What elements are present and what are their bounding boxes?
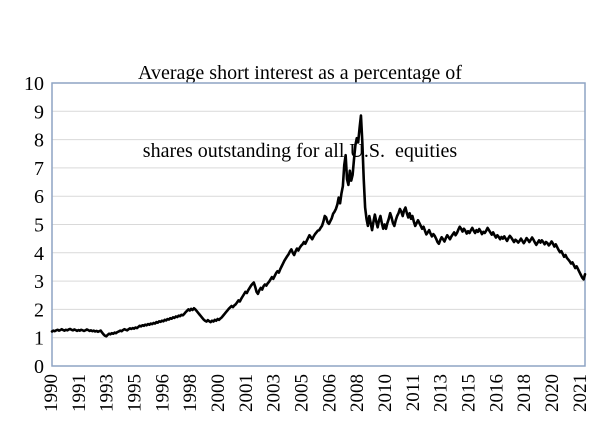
x-axis-tick-label: 1995 — [124, 374, 145, 412]
x-axis-tick-label: 2015 — [458, 374, 479, 412]
x-axis-tick-label: 2020 — [542, 374, 563, 412]
x-axis-tick-label: 1990 — [41, 374, 62, 412]
x-axis-tick-label: 2013 — [431, 374, 452, 412]
chart-title: Average short interest as a percentage o… — [0, 8, 600, 216]
short-interest-line — [50, 114, 587, 338]
x-axis-tick-label: 2016 — [486, 374, 507, 412]
x-axis-tick-label: 2008 — [347, 374, 368, 412]
y-axis-tick-label: 6 — [34, 186, 44, 208]
y-axis-tick-label: 10 — [24, 73, 44, 95]
x-axis-tick-label: 2000 — [208, 374, 229, 412]
y-axis-tick-label: 4 — [34, 243, 44, 265]
x-axis-tick-label: 2021 — [570, 374, 591, 412]
x-axis-tick-label: 1998 — [180, 374, 201, 412]
x-axis-tick-label: 2001 — [236, 374, 257, 412]
y-axis-tick-label: 8 — [34, 130, 44, 152]
y-axis-tick-label: 9 — [34, 101, 44, 123]
y-axis-tick-label: 1 — [34, 328, 44, 350]
x-axis-tick-label: 2010 — [375, 374, 396, 412]
y-axis-tick-label: 3 — [34, 271, 44, 293]
x-axis-tick-label: 2006 — [319, 374, 340, 412]
y-axis-tick-label: 2 — [34, 299, 44, 321]
x-axis-tick-label: 2005 — [291, 374, 312, 412]
chart-title-line-1: Average short interest as a percentage o… — [138, 62, 462, 84]
plot-area-border — [51, 82, 586, 367]
x-axis-tick-label: 1993 — [97, 374, 118, 412]
chart-title-line-2: shares outstanding for all U.S. equities — [142, 140, 458, 162]
x-axis-tick-label: 1996 — [152, 374, 173, 412]
y-axis-tick-label: 0 — [34, 356, 44, 378]
x-axis-tick-label: 2003 — [264, 374, 285, 412]
x-axis-tick-label: 2011 — [403, 374, 424, 411]
x-axis-tick-label: 2018 — [514, 374, 535, 412]
x-axis-tick-label: 1991 — [69, 374, 90, 412]
y-axis-tick-label: 7 — [34, 158, 44, 180]
y-axis-tick-label: 5 — [34, 215, 44, 237]
